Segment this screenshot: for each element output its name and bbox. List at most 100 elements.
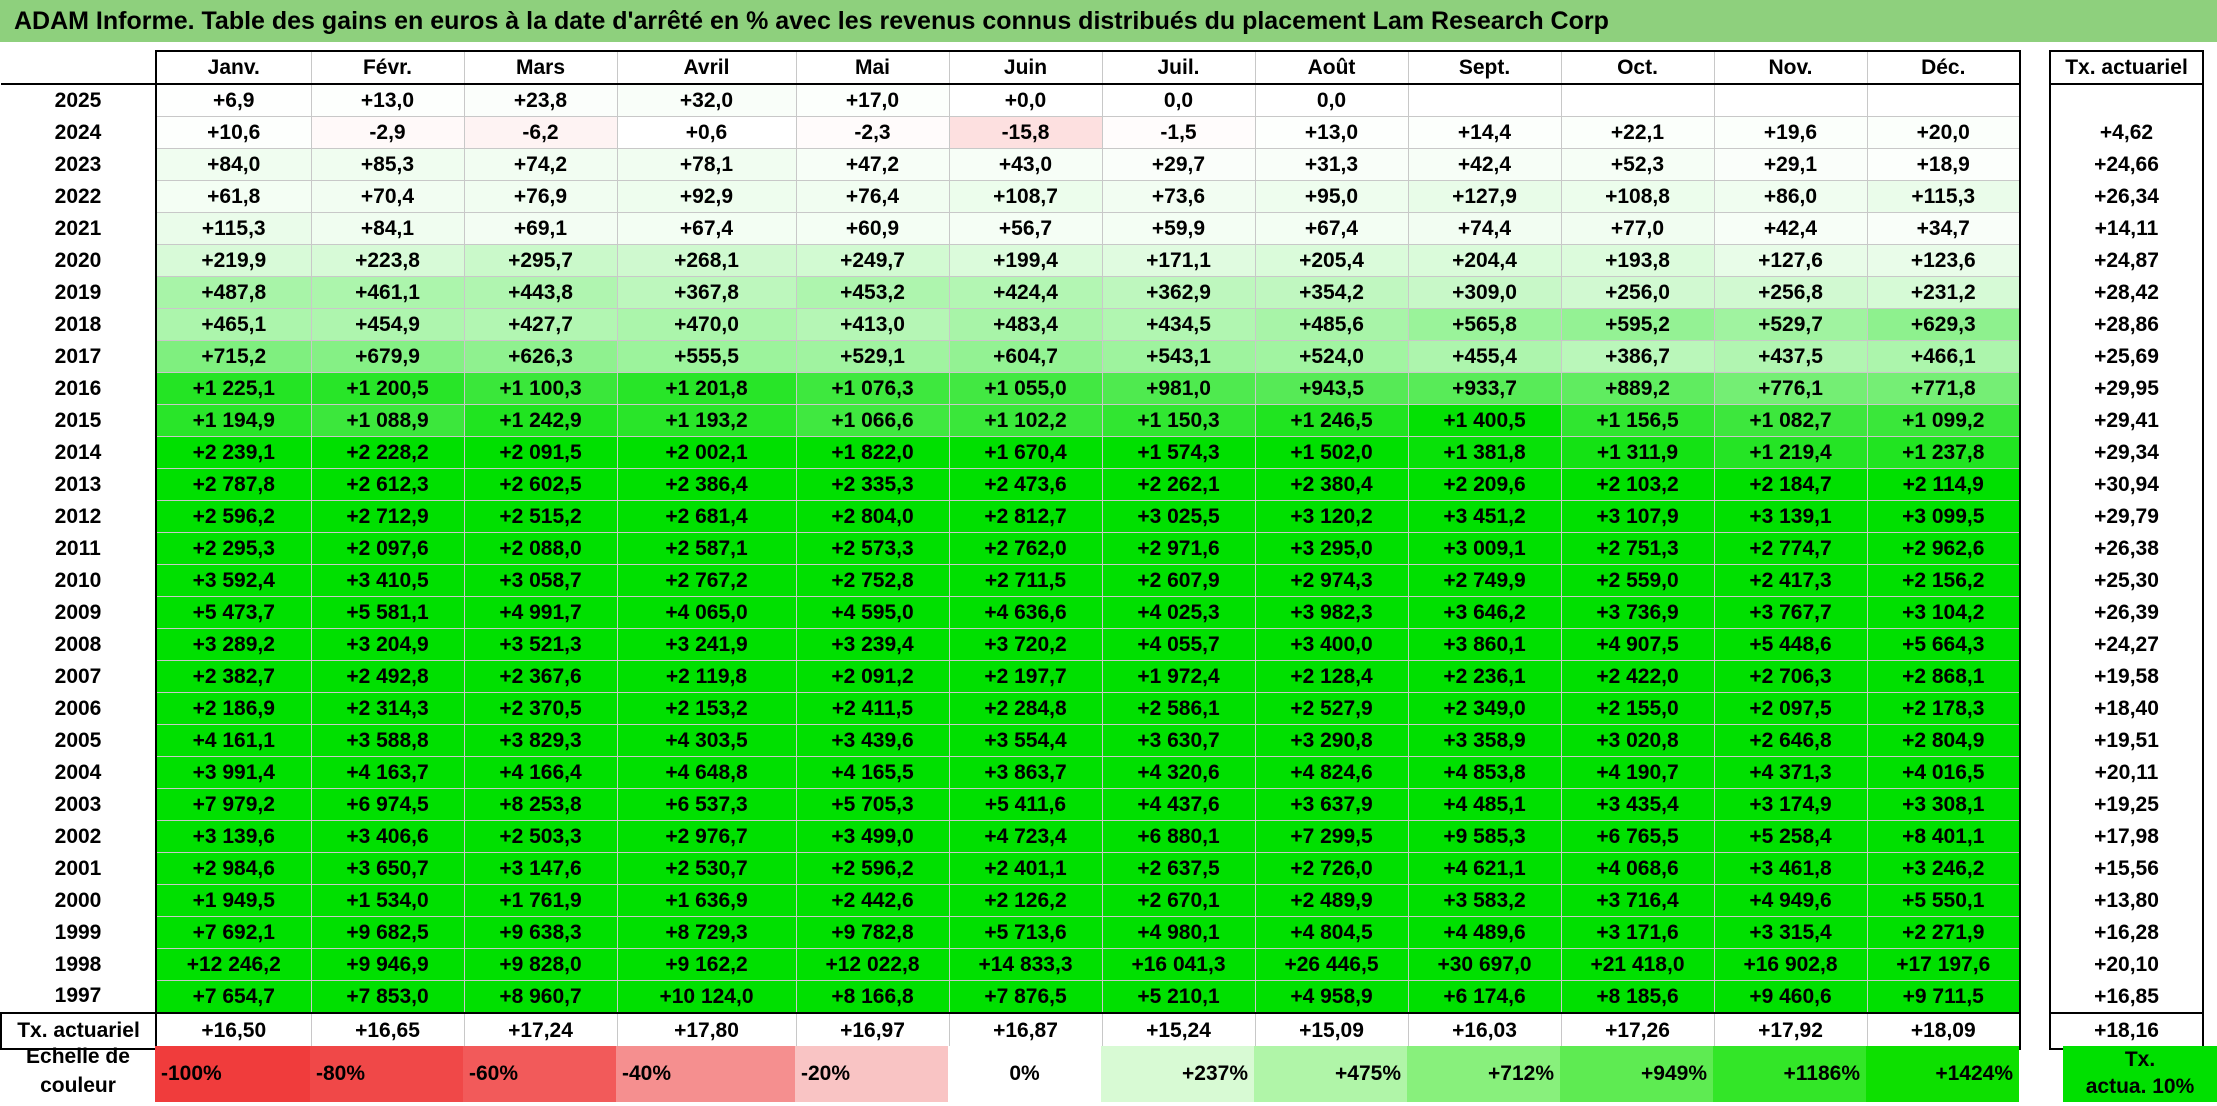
gain-cell: +21 418,0	[1560, 948, 1715, 981]
scale-cell: +949%	[1560, 1046, 1713, 1102]
gain-cell: +470,0	[616, 308, 797, 341]
gain-cell: +4 804,5	[1254, 916, 1409, 949]
gain-cell: +84,1	[310, 212, 465, 245]
gain-cell: +2 114,9	[1866, 468, 2021, 501]
gain-cell: +14 833,3	[948, 948, 1103, 981]
gain-cell: +8 166,8	[795, 980, 950, 1014]
gain-cell: +485,6	[1254, 308, 1409, 341]
gain-cell: +4 991,7	[463, 596, 618, 629]
header-corner	[1, 51, 156, 85]
gain-cell: +2 804,0	[795, 500, 950, 533]
gain-cell: +3 400,0	[1254, 628, 1409, 661]
gain-cell: +1 242,9	[463, 404, 618, 437]
year-label: 1999	[1, 916, 157, 949]
gain-cell: +3 499,0	[795, 820, 950, 853]
gain-cell: +3 461,8	[1713, 852, 1868, 885]
gain-cell: +2 284,8	[948, 692, 1103, 725]
gain-cell: +555,5	[616, 340, 797, 373]
table-row: 2002 +3 139,6 +3 406,6 +2 503,3 +2 976,7 +3 4…	[1, 820, 2204, 853]
gain-cell: +1 670,4	[948, 436, 1103, 469]
header-row: Janv. Févr. Mars Avril Mai Juin Juil. Août Sept.…	[1, 50, 2204, 85]
gain-cell: +1 761,9	[463, 884, 618, 917]
table-row: 2014 +2 239,1 +2 228,2 +2 091,5 +2 002,1 +1 8…	[1, 436, 2204, 469]
year-label: 2003	[1, 788, 157, 821]
gain-cell: +8 185,6	[1560, 980, 1715, 1014]
gain-cell: +3 120,2	[1254, 500, 1409, 533]
gain-cell: +2 382,7	[155, 660, 312, 693]
gain-cell: +454,9	[310, 308, 465, 341]
gain-cell: +205,4	[1254, 244, 1409, 277]
gain-cell: +679,9	[310, 340, 465, 373]
year-label: 2006	[1, 692, 157, 725]
gain-cell: +14,4	[1407, 116, 1562, 149]
gain-cell: +5 664,3	[1866, 628, 2021, 661]
gain-cell: +2 559,0	[1560, 564, 1715, 597]
gain-cell: +2 530,7	[616, 852, 797, 885]
gain-cell: +6,9	[155, 83, 312, 117]
year-label: 2001	[1, 852, 157, 885]
gain-cell: +193,8	[1560, 244, 1715, 277]
gain-cell: +2 602,5	[463, 468, 618, 501]
gain-cell: +4 980,1	[1101, 916, 1256, 949]
gain-cell: +3 246,2	[1866, 852, 2021, 885]
gain-cell: +3 315,4	[1713, 916, 1868, 949]
gain-cell: +434,5	[1101, 308, 1256, 341]
gain-cell: +1 088,9	[310, 404, 465, 437]
gain-cell: +3 139,1	[1713, 500, 1868, 533]
gain-cell: +12 246,2	[155, 948, 312, 981]
summary-cell: +17,80	[616, 1012, 797, 1050]
gain-cell: +443,8	[463, 276, 618, 309]
gain-cell: +78,1	[616, 148, 797, 181]
gain-cell: +4 190,7	[1560, 756, 1715, 789]
gain-cell: +386,7	[1560, 340, 1715, 373]
gain-cell: +256,8	[1713, 276, 1868, 309]
scale-cell: -60%	[463, 1046, 616, 1102]
gain-cell: +61,8	[155, 180, 312, 213]
year-label: 2022	[1, 180, 157, 213]
gain-cell: +2 088,0	[463, 532, 618, 565]
tx-cell: +17,98	[2049, 820, 2204, 853]
tx-cell: +26,39	[2049, 596, 2204, 629]
gain-cell: +2 787,8	[155, 468, 312, 501]
gain-cell: +7 299,5	[1254, 820, 1409, 853]
scale-cell: -100%	[155, 1046, 310, 1102]
gain-cell: +437,5	[1713, 340, 1868, 373]
gain-cell: +19,6	[1713, 116, 1868, 149]
gain-cell: +1 822,0	[795, 436, 950, 469]
gain-cell: +92,9	[616, 180, 797, 213]
month-header: Août	[1254, 50, 1409, 85]
gain-cell: +2 401,1	[948, 852, 1103, 885]
gain-cell: +31,3	[1254, 148, 1409, 181]
gain-cell: +4 437,6	[1101, 788, 1256, 821]
tx-cell: +14,11	[2049, 212, 2204, 245]
gain-cell: +29,1	[1713, 148, 1868, 181]
year-label: 2018	[1, 308, 157, 341]
gain-cell: +2 126,2	[948, 884, 1103, 917]
tx-cell: +13,80	[2049, 884, 2204, 917]
gain-cell: -2,9	[310, 116, 465, 149]
gain-cell: +171,1	[1101, 244, 1256, 277]
gain-cell: +2 097,5	[1713, 692, 1868, 725]
gain-cell: +95,0	[1254, 180, 1409, 213]
gain-cell: +2 596,2	[155, 500, 312, 533]
gain-cell: +4 166,4	[463, 756, 618, 789]
gain-cell: +2 804,9	[1866, 724, 2021, 757]
gain-cell: +2 103,2	[1560, 468, 1715, 501]
gain-cell: +3 107,9	[1560, 500, 1715, 533]
gain-cell: +77,0	[1560, 212, 1715, 245]
gain-cell: +2 767,2	[616, 564, 797, 597]
gain-cell	[1866, 83, 2021, 117]
gain-cell: +76,4	[795, 180, 950, 213]
gain-cell: +889,2	[1560, 372, 1715, 405]
gain-cell: +9 782,8	[795, 916, 950, 949]
gain-cell: +2 681,4	[616, 500, 797, 533]
table-row: 2012 +2 596,2 +2 712,9 +2 515,2 +2 681,4 +2 8…	[1, 500, 2204, 533]
gain-cell: +1 066,6	[795, 404, 950, 437]
gain-cell: +981,0	[1101, 372, 1256, 405]
gain-cell: +2 349,0	[1407, 692, 1562, 725]
gain-cell: +2 097,6	[310, 532, 465, 565]
gain-cell: +3 295,0	[1254, 532, 1409, 565]
gain-cell: +17,0	[795, 83, 950, 117]
gain-cell: +4 621,1	[1407, 852, 1562, 885]
scale-cell: +1424%	[1866, 1046, 2019, 1102]
